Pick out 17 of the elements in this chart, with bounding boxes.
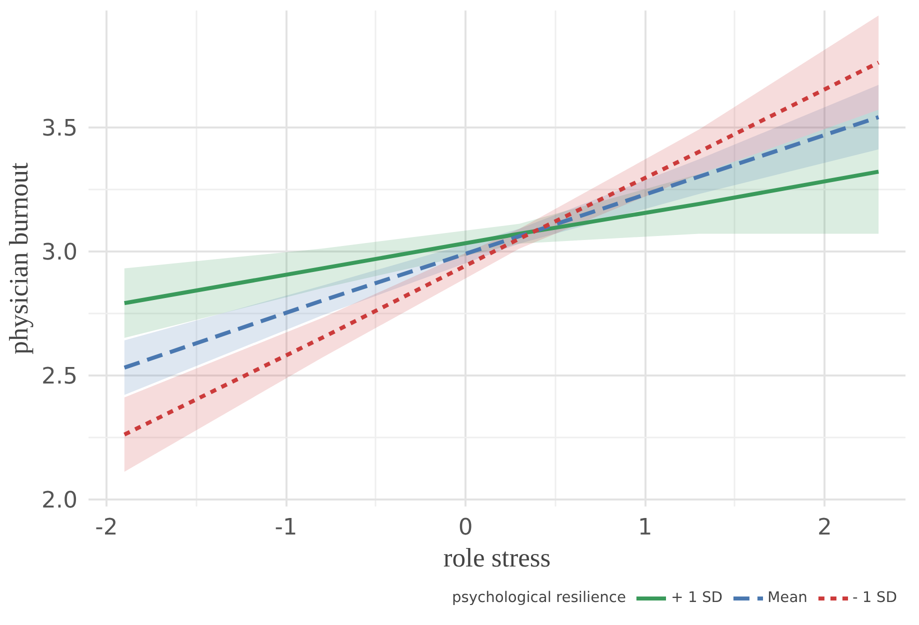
x-tick-label: -2 <box>95 514 118 540</box>
y-tick-label: 3.0 <box>41 240 78 266</box>
y-tick-label: 2.0 <box>41 488 78 514</box>
line-series <box>122 60 881 437</box>
y-tick-label: 3.5 <box>41 116 78 142</box>
x-tick-label: 0 <box>458 514 473 540</box>
x-tick-label: 2 <box>817 514 832 540</box>
legend-label: Mean <box>768 589 808 606</box>
legend-label: - 1 SD <box>852 589 897 606</box>
legend-title: psychological resilience <box>452 589 626 606</box>
x-tick-label: -1 <box>274 514 298 540</box>
x-axis-title: role stress <box>443 542 551 572</box>
x-tick-label: 1 <box>638 514 652 540</box>
y-axis-title: physician burnout <box>3 162 34 354</box>
line-series <box>122 170 881 306</box>
legend-label: + 1 SD <box>671 589 723 606</box>
y-tick-label: 2.5 <box>41 364 78 390</box>
